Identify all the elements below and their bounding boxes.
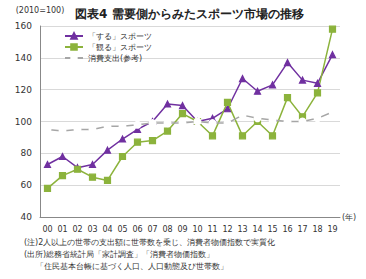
svg-text:17: 17 bbox=[297, 225, 307, 234]
svg-text:「住民基本台帳に基づく人口、人口動態及び世帯数」: 「住民基本台帳に基づく人口、人口動態及び世帯数」 bbox=[36, 262, 228, 271]
svg-text:03: 03 bbox=[87, 225, 97, 234]
svg-text:00: 00 bbox=[42, 225, 52, 234]
svg-text:(年): (年) bbox=[342, 213, 356, 222]
svg-text:「観る」スポーツ: 「観る」スポーツ bbox=[88, 43, 152, 52]
svg-text:80: 80 bbox=[21, 148, 33, 158]
svg-text:(2010=100): (2010=100) bbox=[16, 6, 65, 15]
svg-text:40: 40 bbox=[21, 212, 33, 222]
svg-text:05: 05 bbox=[117, 225, 127, 234]
svg-text:(注)2人以上の世帯の支出額に世帯数を乗じ、消費者物価指数で: (注)2人以上の世帯の支出額に世帯数を乗じ、消費者物価指数で実質化 bbox=[24, 238, 275, 247]
svg-text:04: 04 bbox=[102, 225, 112, 234]
svg-text:60: 60 bbox=[21, 180, 33, 190]
svg-text:図表4 需要側からみたスポーツ市場の推移: 図表4 需要側からみたスポーツ市場の推移 bbox=[75, 7, 304, 21]
svg-text:09: 09 bbox=[177, 225, 187, 234]
svg-text:(出所)総務省統計局「家計調査」「消費者物価指数」: (出所)総務省統計局「家計調査」「消費者物価指数」 bbox=[24, 250, 214, 259]
svg-text:消費支出(参考): 消費支出(参考) bbox=[88, 54, 142, 63]
svg-text:16: 16 bbox=[282, 225, 292, 234]
svg-text:15: 15 bbox=[267, 225, 277, 234]
svg-text:14: 14 bbox=[252, 225, 262, 234]
svg-text:140: 140 bbox=[15, 53, 32, 63]
svg-text:13: 13 bbox=[237, 225, 247, 234]
svg-text:100: 100 bbox=[15, 117, 32, 127]
svg-text:120: 120 bbox=[15, 85, 32, 95]
svg-text:18: 18 bbox=[312, 225, 322, 234]
svg-text:12: 12 bbox=[222, 225, 232, 234]
svg-text:19: 19 bbox=[327, 225, 337, 234]
svg-text:08: 08 bbox=[162, 225, 172, 234]
svg-text:02: 02 bbox=[72, 225, 82, 234]
svg-text:07: 07 bbox=[147, 225, 157, 234]
svg-text:06: 06 bbox=[132, 225, 142, 234]
svg-text:160: 160 bbox=[15, 21, 32, 31]
svg-text:10: 10 bbox=[192, 225, 202, 234]
svg-text:01: 01 bbox=[57, 225, 67, 234]
svg-text:11: 11 bbox=[207, 225, 217, 234]
svg-text:「する」スポーツ: 「する」スポーツ bbox=[88, 32, 152, 41]
